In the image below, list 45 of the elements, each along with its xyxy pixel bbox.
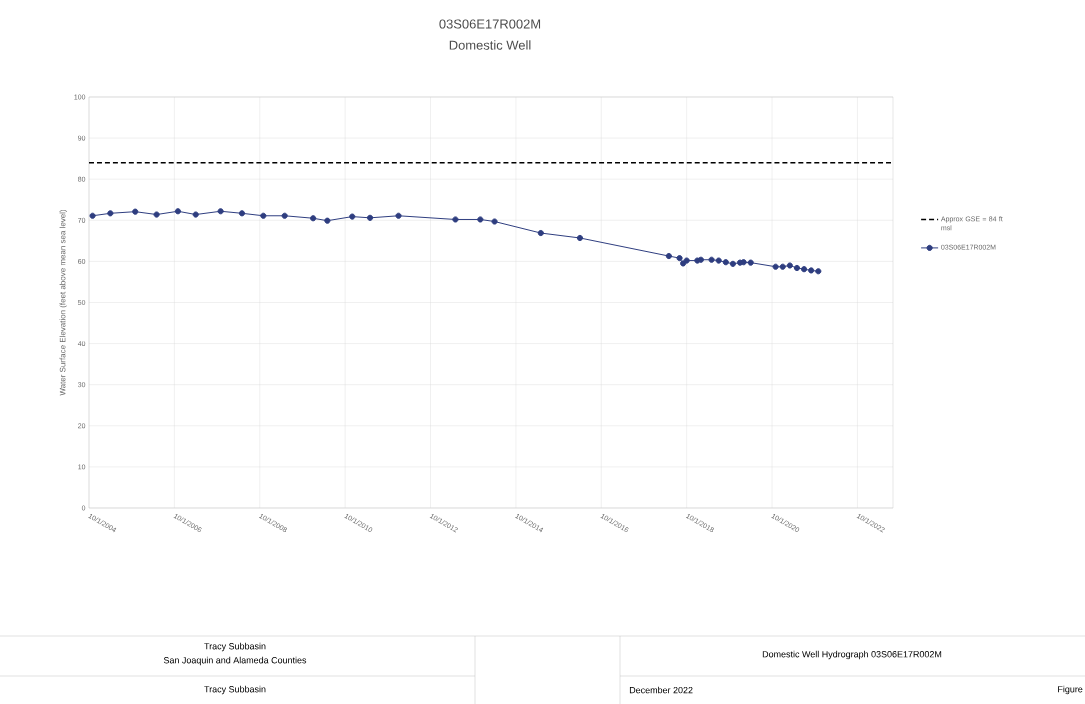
point (217, 208, 224, 215)
point (680, 260, 687, 267)
point (107, 210, 114, 217)
point (747, 259, 754, 266)
point (477, 216, 484, 223)
point (722, 259, 729, 266)
chart-title: 03S06E17R002M (439, 19, 541, 29)
point (349, 213, 356, 220)
point (715, 257, 722, 264)
text: December 2022 (629, 686, 693, 694)
point (740, 259, 747, 266)
point (708, 256, 715, 263)
text: San Joaquin and Alameda Counties (163, 656, 307, 666)
point (576, 234, 584, 242)
point (786, 262, 793, 269)
point (729, 260, 737, 267)
point (815, 268, 822, 275)
point (537, 229, 544, 237)
point (800, 266, 808, 273)
point (395, 212, 402, 219)
point (132, 208, 139, 215)
point (676, 255, 683, 262)
point (665, 252, 672, 260)
point (366, 214, 374, 221)
point (491, 218, 498, 225)
text: Figure (1058, 685, 1083, 695)
text: Tracy Subbasin (204, 642, 266, 652)
point (89, 212, 96, 219)
text: Domestic Well Hydrograph 03S06E17R002M (762, 650, 942, 660)
point (324, 217, 331, 224)
point (452, 216, 459, 223)
chart-subtitle: Domestic Well (449, 40, 531, 50)
point (310, 215, 317, 222)
point (192, 211, 199, 218)
text: Tracy Subbasin (204, 685, 266, 695)
point (238, 210, 246, 217)
point (779, 263, 786, 270)
point (683, 257, 690, 264)
point (808, 267, 815, 274)
point (260, 212, 267, 219)
point (793, 264, 801, 272)
point (281, 212, 288, 219)
point (153, 211, 160, 218)
point (772, 263, 779, 270)
point (174, 208, 182, 215)
